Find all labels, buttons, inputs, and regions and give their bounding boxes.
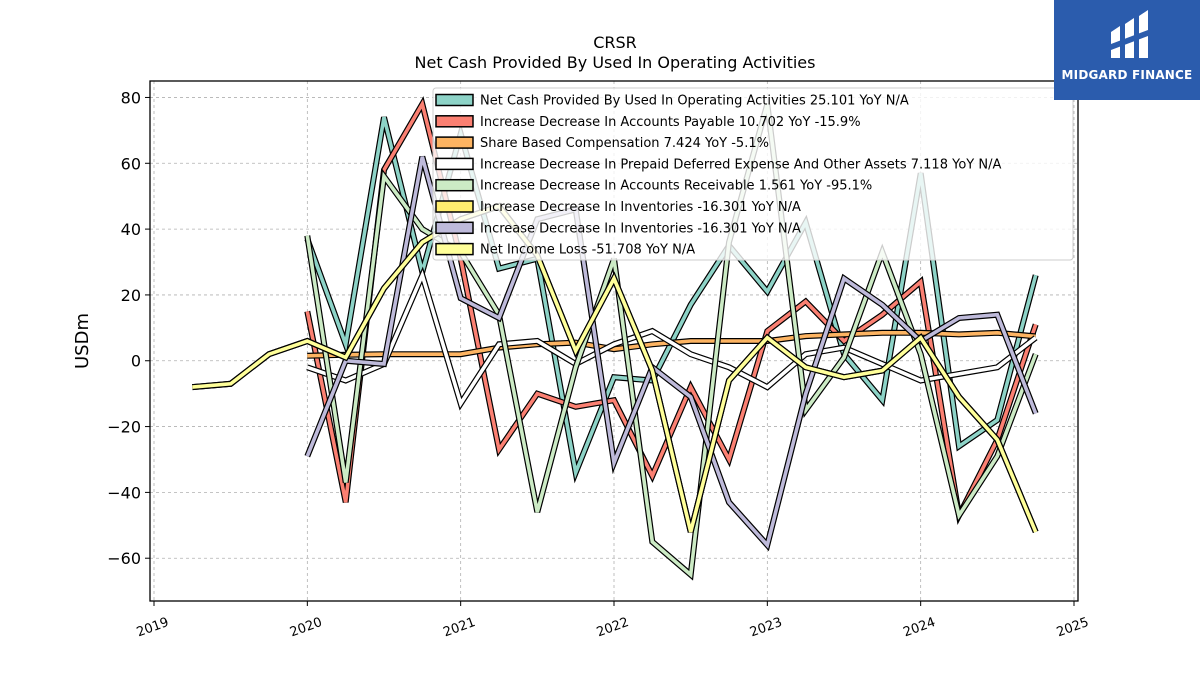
legend-swatch [435,221,474,235]
chart-subtitle: Net Cash Provided By Used In Operating A… [415,53,816,72]
series-stroke [305,99,1038,522]
legend-label: Share Based Compensation 7.424 YoY -5.1% [480,136,769,151]
legend-label: Increase Decrease In Inventories -16.301… [480,200,801,215]
series-line-8 [192,202,1039,534]
legend-item: Net Cash Provided By Used In Operating A… [435,93,909,109]
logo-mark-icon [1111,10,1148,58]
y-tick-label: 0 [131,352,141,371]
series-lines [192,96,1039,581]
x-tick-label: 2025 [1055,615,1091,640]
x-tick-label: 2023 [748,615,784,640]
logo-text: MIDGARD FINANCE [1061,68,1193,82]
legend-label: Increase Decrease In Accounts Receivable… [480,179,872,194]
y-tick-label: 60 [121,154,141,173]
y-tick-label: 20 [121,286,141,305]
series-stroke [306,269,1037,408]
legend-swatch [435,157,474,171]
legend-label: Increase Decrease In Accounts Payable 10… [480,115,861,130]
y-axis-label: USDm [72,313,93,369]
legend-label: Net Cash Provided By Used In Operating A… [480,94,909,109]
legend-item: Increase Decrease In Accounts Payable 10… [435,115,861,130]
y-axis: −60 −40 −20 0 20 40 60 80 [107,88,150,568]
y-tick-label: 80 [121,88,141,107]
legend-item: Increase Decrease In Inventories -16.301… [435,200,801,215]
series-stroke [305,156,1038,549]
legend-item: Increase Decrease In Prepaid Deferred Ex… [435,157,1001,172]
legend-swatch [435,178,474,192]
chart-title: CRSR [593,33,637,52]
legend-box [432,87,1074,261]
x-tick-label: 2024 [901,615,937,640]
series-line-7 [304,155,1039,552]
y-tick-label: −20 [107,418,141,437]
x-axis: 2019 2020 2021 2022 2023 2024 2025 [135,601,1091,640]
legend-swatch [435,93,474,107]
legend-label: Increase Decrease In Inventories -16.301… [480,221,801,236]
legend-label: Net Income Loss -51.708 YoY N/A [480,243,695,258]
y-tick-label: −60 [107,549,141,568]
legend-item: Share Based Compensation 7.424 YoY -5.1% [435,136,769,151]
series-stroke [192,203,1038,533]
y-tick-label: −40 [107,483,141,502]
legend-swatch [435,200,474,213]
x-tick-label: 2021 [441,615,477,640]
x-tick-label: 2022 [595,615,631,640]
x-tick-label: 2019 [135,615,171,640]
legend-swatch [435,136,474,149]
series-line-4 [306,266,1038,411]
plot-frame [149,80,1079,602]
legend-label: Increase Decrease In Prepaid Deferred Ex… [480,157,1001,172]
x-tick-label: 2020 [288,615,324,640]
y-tick-label: 40 [121,220,141,239]
legend-item: Increase Decrease In Accounts Receivable… [435,178,872,194]
series-line-2 [304,96,1039,525]
legend-swatch [435,115,474,128]
legend-item: Increase Decrease In Inventories -16.301… [435,221,801,236]
legend-swatch [435,242,474,256]
legend: Net Cash Provided By Used In Operating A… [432,87,1074,261]
midgard-finance-logo: MIDGARD FINANCE [1054,0,1200,100]
legend-item: Net Income Loss -51.708 YoY N/A [435,242,695,258]
